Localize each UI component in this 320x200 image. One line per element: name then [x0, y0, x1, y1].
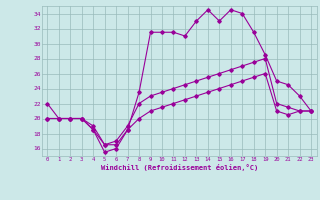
- X-axis label: Windchill (Refroidissement éolien,°C): Windchill (Refroidissement éolien,°C): [100, 164, 258, 171]
